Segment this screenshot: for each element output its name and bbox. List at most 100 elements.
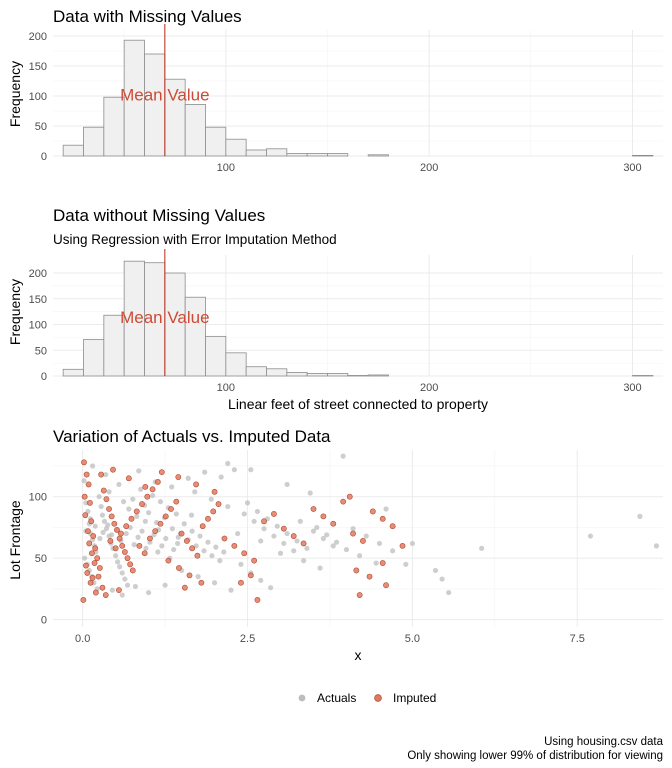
imputed-point (99, 584, 106, 591)
actuals-point (126, 506, 132, 512)
imputed-point (89, 574, 96, 581)
histogram-bar (144, 53, 166, 157)
actuals-point (209, 553, 215, 559)
imputed-point (91, 560, 98, 566)
imputed-point (142, 483, 149, 490)
actuals-point (343, 546, 350, 553)
imputed-point (300, 540, 307, 547)
imputed-point (86, 540, 93, 547)
caption-line-2: Only showing lower 99% of distribution f… (407, 750, 663, 762)
imputed-point (124, 555, 131, 562)
x-tick-label: 7.5 (570, 633, 585, 645)
actuals-point (218, 474, 224, 480)
histogram-without-missing-xlabel: Linear feet of street connected to prope… (228, 396, 488, 412)
imputed-point (128, 515, 135, 522)
actuals-point (304, 545, 310, 551)
actuals-point (271, 533, 277, 539)
imputed-point (82, 512, 89, 519)
actuals-point (175, 534, 181, 540)
actuals-point (175, 540, 181, 547)
actuals-point (155, 549, 161, 555)
imputed-point (194, 552, 201, 559)
imputed-point (353, 567, 360, 574)
histogram-bar (103, 96, 125, 157)
legend-actuals-swatch (298, 694, 306, 702)
histogram-with-missing-ylabel: Frequency (7, 61, 23, 127)
actuals-point (238, 561, 244, 567)
actuals-point (254, 508, 261, 515)
y-tick-label: 50 (35, 121, 47, 133)
actuals-point (320, 535, 326, 542)
actuals-point (261, 526, 267, 532)
imputed-point (176, 565, 182, 571)
histogram-bar (266, 148, 288, 157)
histogram-with-missing-ticks: 0 50 100 150 200 100 200 300 (29, 31, 642, 174)
actuals-point (357, 553, 363, 559)
imputed-point (89, 550, 95, 557)
actuals-point (350, 526, 356, 532)
histogram-bar (83, 339, 105, 377)
actuals-point (317, 565, 323, 571)
x-tick-label: 2.5 (240, 633, 255, 645)
imputed-point (158, 469, 165, 476)
actuals-point (163, 535, 169, 542)
actuals-point (333, 539, 340, 545)
actuals-point (81, 478, 87, 484)
actuals-point (479, 545, 485, 551)
scatter-title: Variation of Actuals vs. Imputed Data (53, 427, 331, 446)
x-tick-label: 200 (420, 382, 438, 394)
actuals-point (258, 538, 264, 544)
imputed-point (144, 493, 151, 500)
actuals-point (225, 460, 231, 467)
histogram-bar (62, 144, 84, 157)
imputed-point (199, 523, 206, 530)
imputed-point (87, 579, 94, 586)
actuals-point (106, 489, 112, 495)
actuals-point (446, 589, 452, 596)
imputed-point (399, 542, 406, 549)
imputed-point (369, 508, 376, 515)
mean-value-label: Mean Value (120, 308, 209, 327)
actuals-point (99, 512, 106, 518)
actuals-point (268, 585, 274, 591)
actuals-point (142, 518, 148, 524)
histogram-with-missing-panel: Data with Missing Values Frequency Mean … (7, 7, 663, 174)
x-tick-label: 300 (623, 382, 641, 394)
x-tick-label: 0.0 (75, 633, 90, 645)
imputed-point (127, 561, 134, 568)
imputed-point (379, 560, 386, 566)
actuals-point (291, 548, 297, 554)
histogram-bar (225, 352, 247, 377)
actuals-point (96, 494, 102, 500)
histogram-without-missing-ticks: 0 50 100 150 200 100 200 300 (29, 268, 642, 394)
x-tick-label: 300 (623, 162, 641, 174)
x-tick-label: 5.0 (405, 633, 420, 645)
y-tick-label: 200 (29, 268, 47, 280)
actuals-point (314, 524, 320, 531)
imputed-point (210, 508, 217, 515)
imputed-point (110, 466, 116, 473)
imputed-point (165, 557, 172, 564)
actuals-point (213, 544, 219, 550)
imputed-point (205, 515, 211, 522)
actuals-point (409, 540, 416, 547)
imputed-point (116, 535, 123, 542)
imputed-point (340, 498, 347, 505)
actuals-point (103, 471, 109, 478)
actuals-point (119, 592, 125, 598)
mean-value-label: Mean Value (120, 86, 209, 105)
actuals-point (211, 580, 218, 586)
imputed-point (92, 589, 99, 596)
histogram-without-missing-subtitle: Using Regression with Error Imputation M… (53, 232, 337, 247)
actuals-point (383, 506, 389, 512)
actuals-point (123, 530, 129, 537)
imputed-point (181, 584, 188, 591)
histogram-without-missing-title: Data without Missing Values (53, 206, 265, 225)
actuals-point (284, 481, 290, 488)
imputed-point (118, 530, 124, 537)
imputed-point (123, 523, 130, 530)
actuals-point (162, 582, 168, 588)
imputed-point (100, 487, 107, 494)
histogram-without-missing-bars (62, 260, 654, 377)
